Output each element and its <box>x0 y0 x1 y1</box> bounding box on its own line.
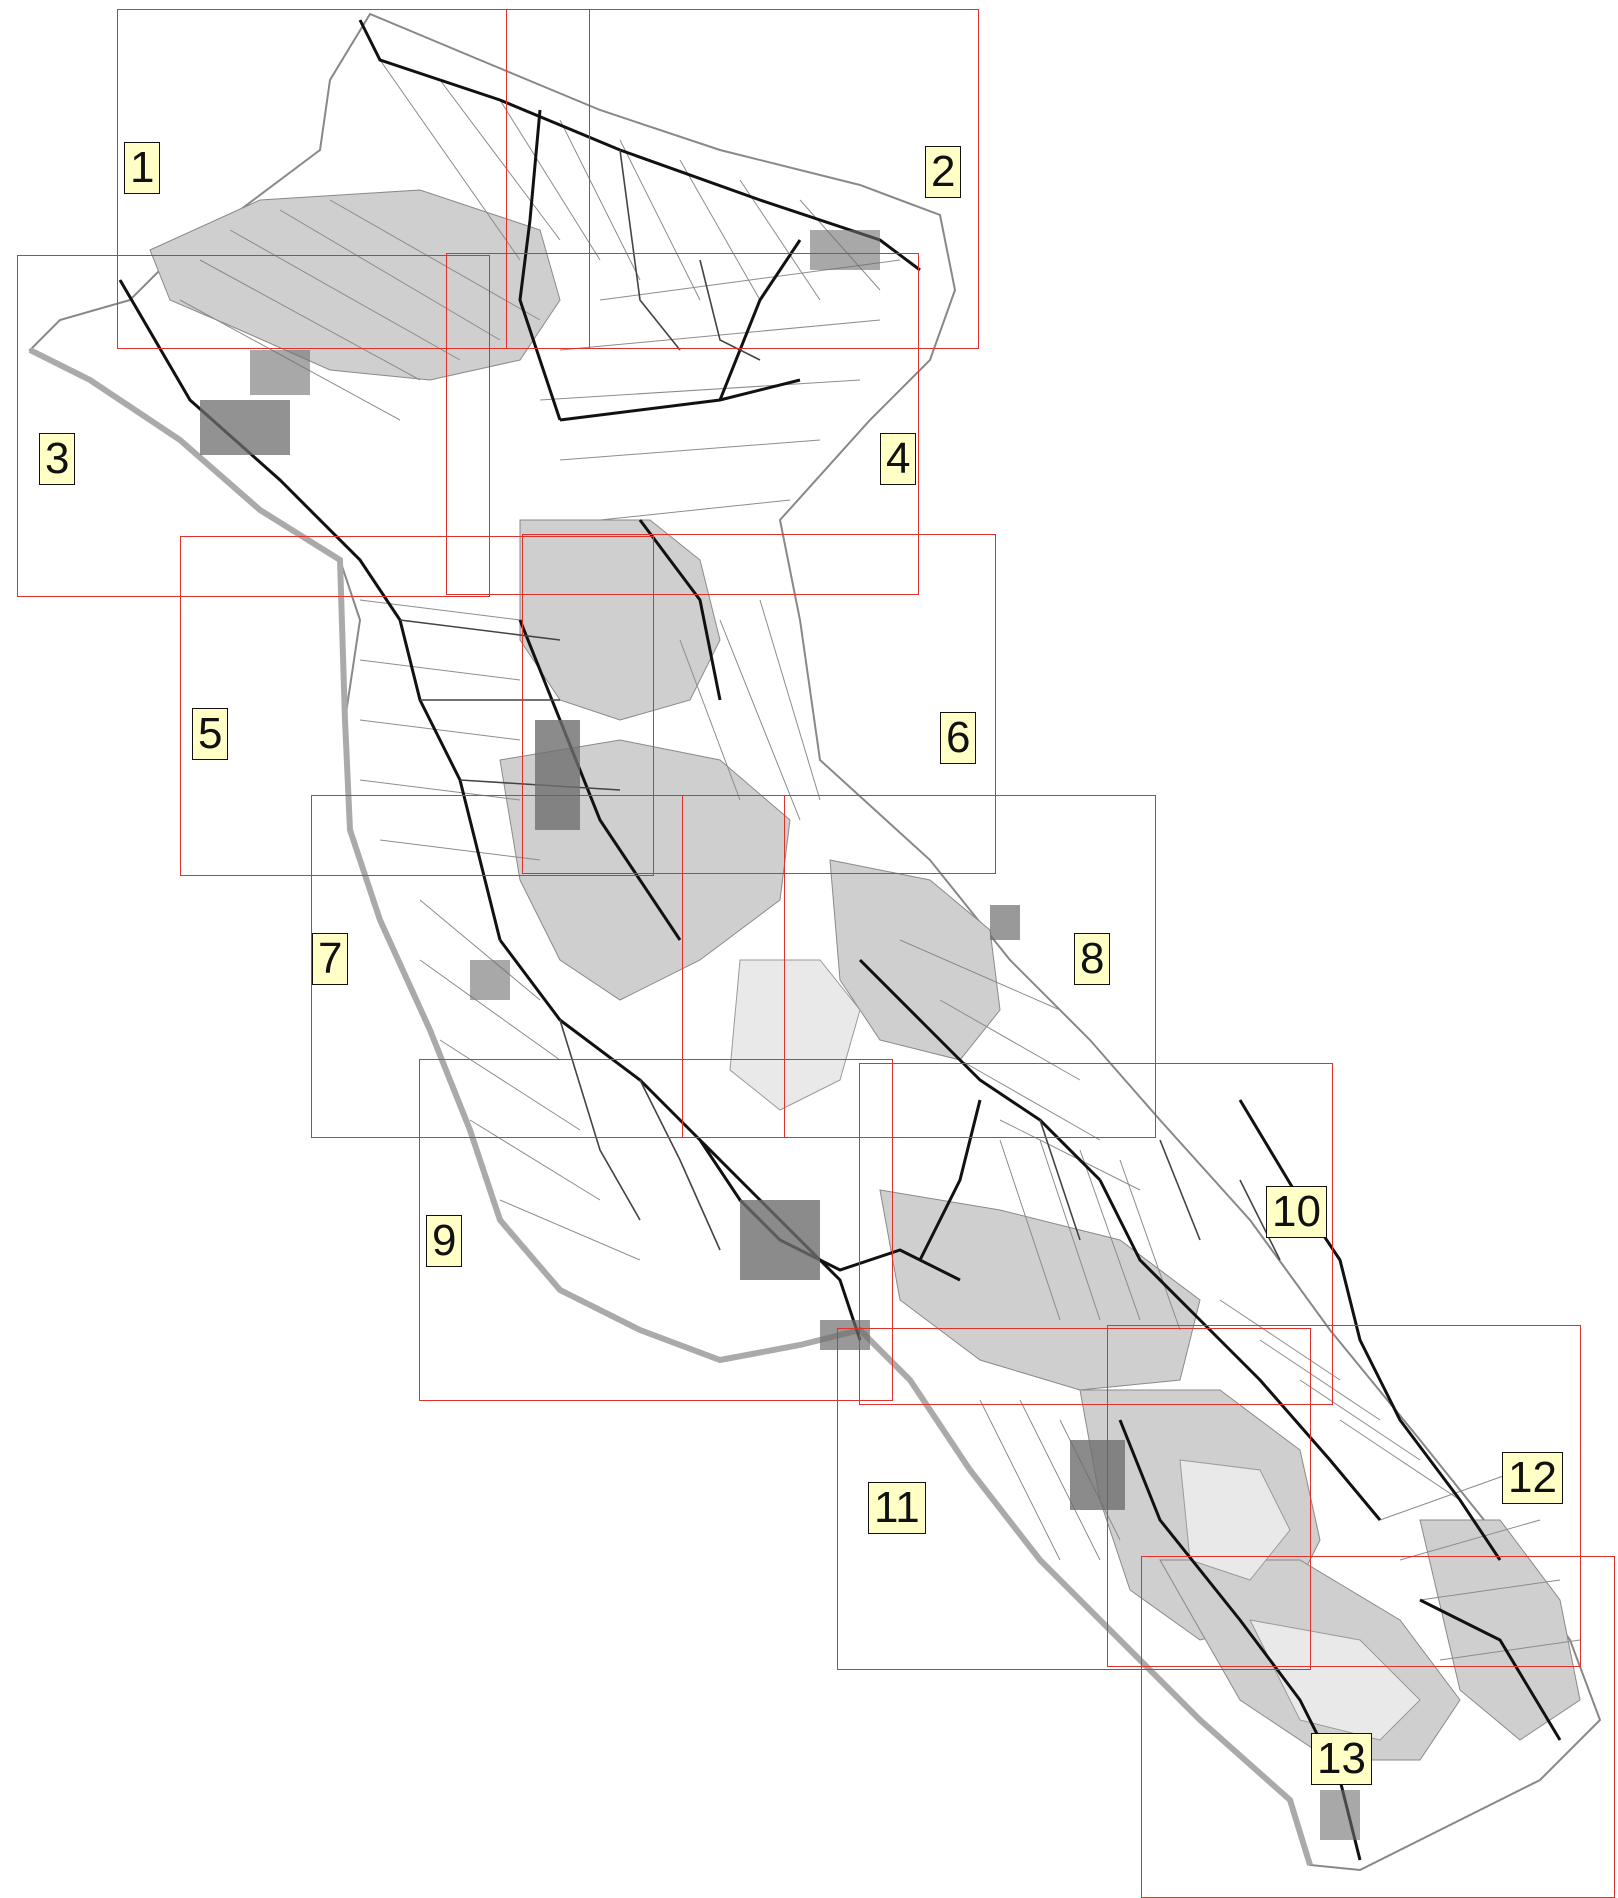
sheet-5-frame[interactable] <box>180 536 654 876</box>
sheet-13-frame[interactable] <box>1141 1556 1615 1898</box>
sheet-1-label: 1 <box>124 142 161 194</box>
sheet-3-frame[interactable] <box>17 255 490 597</box>
sheet-13-label: 13 <box>1311 1733 1372 1785</box>
sheet-6-label: 6 <box>940 712 977 764</box>
sheet-9-label: 9 <box>426 1215 463 1267</box>
park-zones <box>729 959 1421 1741</box>
sheet-8-frame[interactable] <box>682 795 1156 1138</box>
sheet-4-frame[interactable] <box>446 253 919 595</box>
sheet-1-frame[interactable] <box>117 9 590 349</box>
sheet-6-frame[interactable] <box>522 534 996 874</box>
sheet-3-label: 3 <box>39 433 76 485</box>
sheet-12-frame[interactable] <box>1107 1325 1581 1667</box>
sheet-10-label: 10 <box>1266 1186 1327 1238</box>
sheet-10-frame[interactable] <box>859 1063 1333 1405</box>
sheet-11-frame[interactable] <box>837 1328 1311 1670</box>
settlements <box>200 230 1360 1840</box>
sheet-9-frame[interactable] <box>419 1059 893 1401</box>
sheet-8-label: 8 <box>1074 933 1111 985</box>
sheet-7-label: 7 <box>312 933 349 985</box>
coastline-strip <box>28 347 1313 1866</box>
sheet-5-label: 5 <box>192 708 229 760</box>
sheet-2-frame[interactable] <box>506 9 979 349</box>
sheet-11-label: 11 <box>868 1482 926 1534</box>
parcel-lines <box>179 59 1581 1661</box>
sheet-12-label: 12 <box>1502 1452 1563 1504</box>
sheet-4-label: 4 <box>880 433 917 485</box>
sheet-7-frame[interactable] <box>311 795 785 1138</box>
sheet-2-label: 2 <box>925 146 962 198</box>
